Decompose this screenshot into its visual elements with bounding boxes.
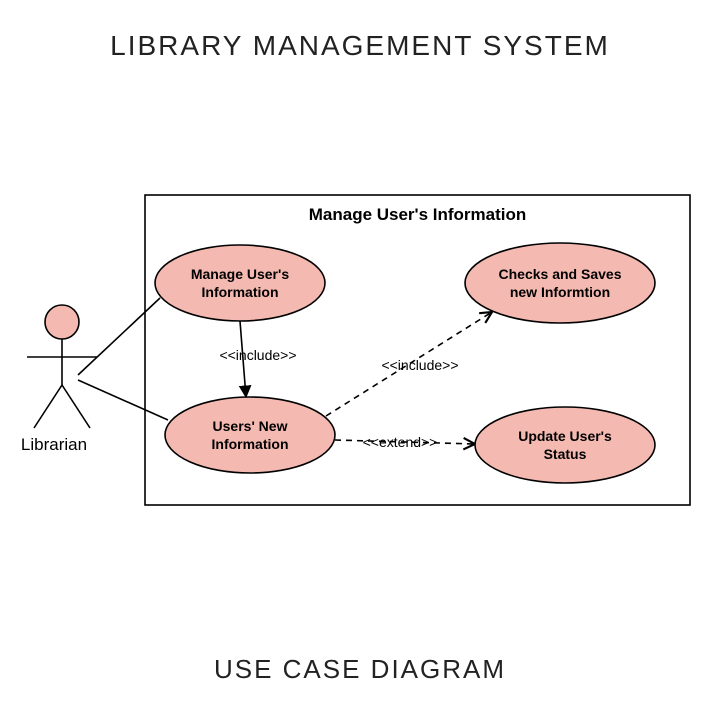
svg-text:Manage User's: Manage User's <box>191 266 289 282</box>
use-case-uc3: Checks and Saves new Informtion <box>465 243 655 323</box>
svg-text:Status: Status <box>544 446 587 462</box>
use-case-uc2: Users' New Information <box>165 397 335 473</box>
edge-stereotype: <<include>> <box>219 347 296 363</box>
use-case-diagram: Manage User's Information Librarian <<incl… <box>0 0 720 720</box>
actor-librarian: Librarian <box>21 305 97 454</box>
svg-text:Librarian: Librarian <box>21 435 87 454</box>
use-case-uc4: Update User's Status <box>475 407 655 483</box>
svg-text:new Informtion: new Informtion <box>510 284 610 300</box>
svg-text:Information: Information <box>212 436 289 452</box>
svg-text:Information: Information <box>202 284 279 300</box>
svg-text:Checks and Saves: Checks and Saves <box>499 266 622 282</box>
edge-stereotype: <<include>> <box>381 357 458 373</box>
edge <box>78 380 168 420</box>
svg-text:Update User's: Update User's <box>518 428 612 444</box>
system-boundary-title: Manage User's Information <box>309 205 527 224</box>
edge <box>78 298 160 375</box>
svg-text:Users' New: Users' New <box>213 418 288 434</box>
use-case-uc1: Manage User's Information <box>155 245 325 321</box>
edge-stereotype: <<extend>> <box>363 434 438 450</box>
